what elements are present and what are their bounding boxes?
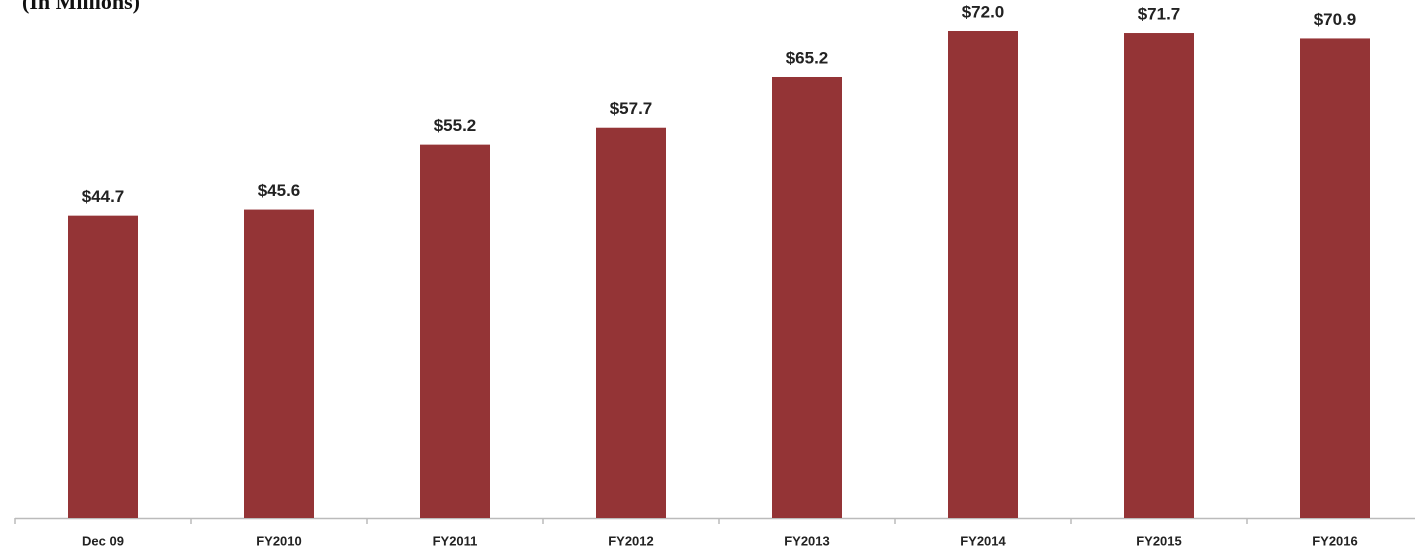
bar: [244, 209, 314, 519]
bar: [948, 31, 1018, 518]
x-tick-label: FY2013: [784, 533, 830, 548]
x-tick-label: FY2012: [608, 533, 654, 548]
value-label: $45.6: [258, 181, 301, 200]
x-tick-label: FY2014: [960, 533, 1006, 548]
value-label: $44.7: [82, 187, 125, 206]
value-label: $57.7: [610, 99, 653, 118]
x-tick-label: FY2011: [433, 533, 478, 548]
value-label: $71.7: [1138, 5, 1181, 24]
bar: [68, 215, 138, 518]
bar: [1124, 33, 1194, 518]
bar: [596, 127, 666, 519]
x-tick-label: Dec 09: [82, 533, 124, 548]
bar: [772, 76, 842, 518]
bar: [1300, 38, 1370, 518]
x-tick-label: FY2015: [1136, 533, 1182, 548]
value-label: $55.2: [434, 116, 477, 135]
x-tick-label: FY2016: [1312, 533, 1358, 548]
value-label: $72.0: [962, 2, 1005, 21]
value-label: $70.9: [1314, 10, 1357, 29]
bar: [420, 144, 490, 518]
value-label: $65.2: [786, 48, 829, 67]
chart-title: (In Millions): [22, 0, 140, 14]
x-tick-label: FY2010: [256, 533, 302, 548]
